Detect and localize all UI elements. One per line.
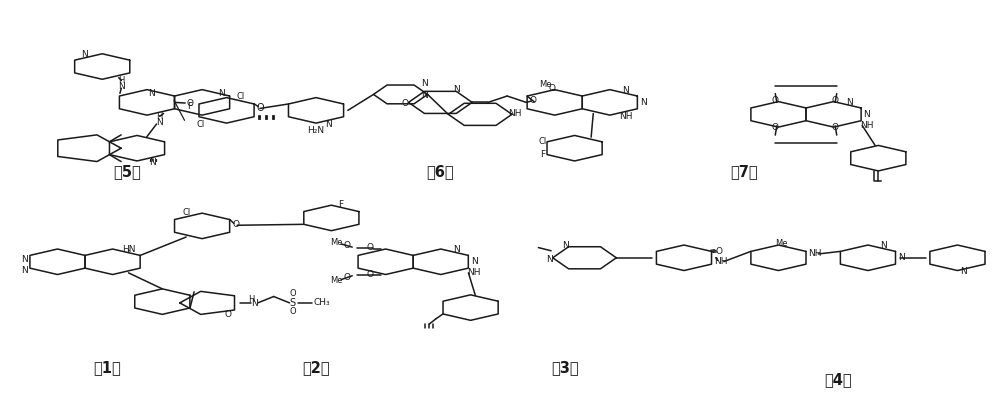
Text: O: O <box>366 270 373 279</box>
Text: （1）: （1） <box>93 360 121 375</box>
Text: N: N <box>546 255 553 263</box>
Text: （4）: （4） <box>824 372 852 387</box>
Text: O: O <box>832 97 839 105</box>
Text: O: O <box>832 122 839 132</box>
Text: （6）: （6） <box>427 164 454 180</box>
Text: N: N <box>453 245 460 254</box>
Text: N: N <box>21 255 27 264</box>
Text: Me: Me <box>330 238 343 247</box>
Text: Cl: Cl <box>197 120 205 129</box>
Text: F: F <box>540 150 545 159</box>
Text: O: O <box>289 307 296 316</box>
Text: H: H <box>248 295 255 303</box>
Text: N: N <box>118 82 125 91</box>
Text: Cl: Cl <box>539 137 547 146</box>
Text: NH: NH <box>714 257 727 266</box>
Text: N: N <box>81 50 88 59</box>
Text: O: O <box>256 103 264 113</box>
Text: H: H <box>118 76 125 85</box>
Text: NH: NH <box>619 112 632 121</box>
Text: N: N <box>471 257 478 266</box>
Text: N: N <box>150 158 156 167</box>
Text: O: O <box>772 97 779 105</box>
Text: CH₃: CH₃ <box>313 299 330 307</box>
Text: O: O <box>232 220 239 229</box>
Text: Me: Me <box>539 80 551 89</box>
Text: S: S <box>290 298 296 308</box>
Text: O: O <box>344 273 351 282</box>
Text: H: H <box>157 112 163 121</box>
Text: N: N <box>622 86 629 95</box>
Text: F: F <box>187 102 192 111</box>
Text: NH: NH <box>860 121 874 130</box>
Text: O: O <box>366 243 373 252</box>
Text: N: N <box>325 120 332 129</box>
Text: O: O <box>715 247 722 256</box>
Text: Cl: Cl <box>237 92 245 101</box>
Text: N: N <box>421 91 428 100</box>
Text: （3）: （3） <box>551 360 578 375</box>
Text: O: O <box>289 289 296 299</box>
Text: Me: Me <box>330 276 343 285</box>
Text: N: N <box>148 89 155 98</box>
Text: O: O <box>344 241 351 250</box>
Text: O: O <box>186 99 193 107</box>
Text: N: N <box>421 79 428 88</box>
Text: N: N <box>640 98 647 107</box>
Text: N: N <box>898 253 905 262</box>
Text: N: N <box>562 241 569 250</box>
Text: O: O <box>548 84 555 93</box>
Text: （5）: （5） <box>113 164 141 180</box>
Text: Cl: Cl <box>182 208 190 217</box>
Text: N: N <box>880 241 887 250</box>
Text: NH: NH <box>467 268 481 278</box>
Text: H₂N: H₂N <box>307 126 325 135</box>
Text: N: N <box>453 84 460 93</box>
Text: N: N <box>960 267 967 276</box>
Text: （2）: （2） <box>302 360 330 375</box>
Text: N: N <box>156 118 163 126</box>
Text: O: O <box>772 122 779 132</box>
Text: O: O <box>224 311 231 320</box>
Text: F: F <box>338 200 343 209</box>
Text: HN: HN <box>122 244 135 254</box>
Text: O: O <box>402 99 409 108</box>
Text: O: O <box>529 96 536 105</box>
Text: Me: Me <box>775 239 788 248</box>
Text: NH: NH <box>808 249 822 259</box>
Text: N: N <box>864 110 870 119</box>
Text: N: N <box>218 89 225 98</box>
Text: N: N <box>21 266 27 275</box>
Text: N: N <box>846 98 853 107</box>
Text: （7）: （7） <box>730 164 757 180</box>
Text: N: N <box>251 299 258 308</box>
Text: NH: NH <box>508 109 522 118</box>
